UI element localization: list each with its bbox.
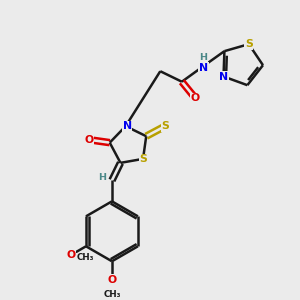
Text: N: N: [123, 121, 132, 131]
Text: S: S: [245, 39, 253, 49]
Text: S: S: [161, 121, 169, 131]
Text: H: H: [98, 173, 106, 182]
Text: CH₃: CH₃: [103, 290, 121, 299]
Text: O: O: [191, 93, 200, 103]
Text: N: N: [199, 63, 208, 73]
Text: CH₃: CH₃: [77, 253, 94, 262]
Text: N: N: [219, 71, 228, 82]
Text: O: O: [84, 135, 94, 145]
Text: O: O: [67, 250, 76, 260]
Text: S: S: [139, 154, 147, 164]
Text: O: O: [107, 275, 116, 285]
Text: H: H: [200, 53, 207, 62]
